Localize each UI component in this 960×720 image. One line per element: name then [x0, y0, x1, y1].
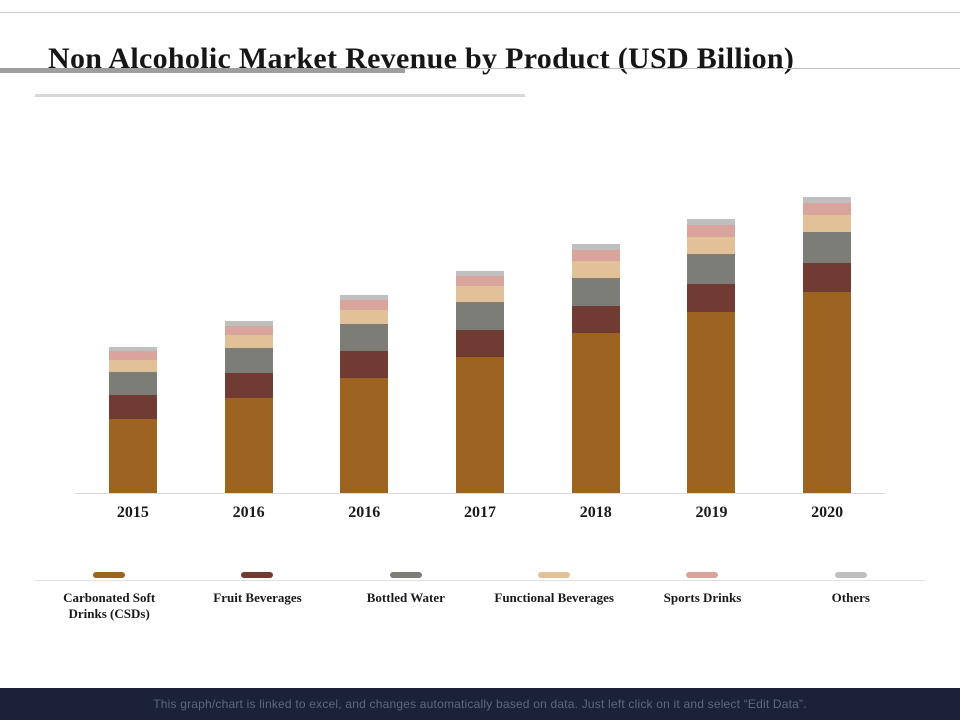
bar-segment — [340, 377, 389, 493]
legend-swatch — [93, 572, 126, 578]
bar-segment — [571, 244, 620, 251]
bar-segment — [340, 350, 389, 378]
x-axis-label: 2019 — [695, 504, 728, 521]
legend-label: Carbonated Soft Drinks (CSDs) — [63, 590, 156, 622]
footer-note: This graph/chart is linked to excel, and… — [153, 697, 807, 711]
decor-line-sub-accent — [35, 94, 525, 97]
bar-segment — [224, 321, 273, 326]
legend-label: Others — [831, 590, 870, 605]
x-axis-label: 2018 — [579, 504, 612, 521]
stacked-bar — [108, 346, 157, 493]
decor-line-title-underline — [0, 68, 960, 69]
stacked-bar — [340, 295, 389, 493]
legend-item: Sports Drinks — [628, 572, 776, 623]
x-axis-label: 2020 — [811, 504, 844, 521]
bar-segment — [571, 333, 620, 493]
bar-slot — [306, 150, 422, 493]
legend-swatch — [389, 572, 422, 578]
bar-segment — [224, 373, 273, 399]
bar-segment — [456, 356, 505, 493]
stacked-bar — [803, 197, 852, 493]
bar-segment — [108, 350, 157, 360]
stacked-bar-chart[interactable]: 2015 2016 2016 2017 2018 2019 2020 — [75, 150, 885, 522]
x-axis-label: 2015 — [116, 504, 149, 521]
bar-segment — [224, 398, 273, 493]
legend-label: Bottled Water — [366, 590, 445, 605]
stacked-bar — [456, 270, 505, 493]
bar-segment — [224, 348, 273, 374]
bar-segment — [687, 312, 736, 493]
bar-segment — [108, 395, 157, 419]
bar-segment — [108, 346, 157, 351]
chart-legend: Carbonated Soft Drinks (CSDs) Fruit Bever… — [35, 572, 925, 623]
legend-item: Carbonated Soft Drinks (CSDs) — [35, 572, 183, 623]
bar-segment — [224, 325, 273, 336]
legend-swatch — [834, 572, 867, 578]
legend-swatch — [538, 572, 571, 578]
x-axis-labels: 2015 2016 2016 2017 2018 2019 2020 — [75, 504, 885, 522]
stacked-bar — [224, 321, 273, 493]
bar-segment — [108, 419, 157, 493]
legend-label: Functional Beverages — [494, 590, 614, 605]
bar-segment — [803, 291, 852, 493]
bar-segment — [571, 250, 620, 261]
bar-segment — [803, 263, 852, 292]
bar-segment — [687, 225, 736, 237]
bar-segment — [571, 260, 620, 278]
stacked-bar — [687, 219, 736, 493]
bar-segment — [456, 330, 505, 357]
legend-swatch — [686, 572, 719, 578]
bar-slot — [654, 150, 770, 493]
legend-item: Fruit Beverages — [183, 572, 331, 623]
bar-segment — [340, 309, 389, 325]
bar-segment — [803, 203, 852, 215]
x-axis-label: 2017 — [464, 504, 497, 521]
decor-line-top — [0, 12, 960, 13]
bar-slot — [191, 150, 307, 493]
plot-area — [75, 150, 885, 494]
bar-segment — [108, 359, 157, 372]
bar-segment — [687, 254, 736, 284]
legend-swatch — [241, 572, 274, 578]
bar-slot — [75, 150, 191, 493]
legend-item: Functional Beverages — [480, 572, 628, 623]
bar-segment — [340, 295, 389, 301]
bar-segment — [456, 286, 505, 302]
bar-segment — [456, 276, 505, 287]
bar-segment — [456, 270, 505, 277]
bar-segment — [224, 335, 273, 349]
legend-label: Sports Drinks — [663, 590, 742, 605]
bar-segment — [571, 305, 620, 334]
bar-segment — [571, 277, 620, 306]
decor-line-title-accent — [0, 68, 405, 73]
bar-segment — [687, 283, 736, 313]
legend-items: Carbonated Soft Drinks (CSDs) Fruit Bever… — [35, 572, 925, 623]
x-axis-label: 2016 — [232, 504, 265, 521]
bar-segment — [108, 371, 157, 396]
decor-line-legend — [35, 580, 925, 581]
bar-segment — [687, 236, 736, 255]
bar-segment — [340, 324, 389, 351]
footer-bar: This graph/chart is linked to excel, and… — [0, 688, 960, 720]
stacked-bar — [571, 244, 620, 493]
legend-label: Fruit Beverages — [213, 590, 302, 605]
bar-segment — [687, 219, 736, 226]
bar-segment — [456, 301, 505, 331]
legend-item: Bottled Water — [332, 572, 480, 623]
bar-segment — [803, 232, 852, 264]
bar-segment — [803, 197, 852, 204]
bar-segment — [340, 300, 389, 310]
bar-segment — [803, 214, 852, 233]
bar-slot — [538, 150, 654, 493]
legend-item: Others — [777, 572, 925, 623]
bar-slot — [422, 150, 538, 493]
bar-slot — [769, 150, 885, 493]
x-axis-label: 2016 — [348, 504, 381, 521]
